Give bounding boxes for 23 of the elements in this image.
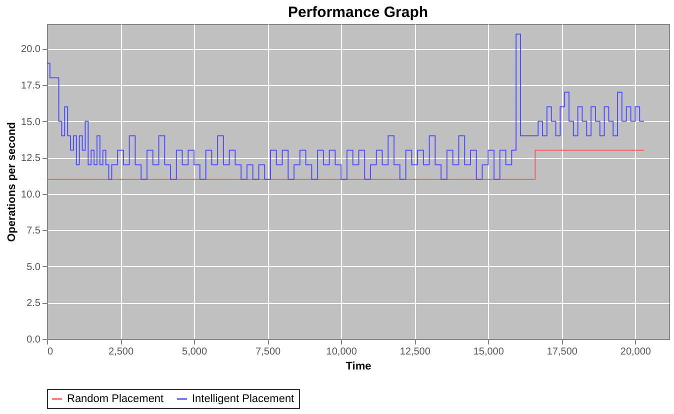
x-axis-title: Time — [346, 360, 372, 372]
y-tick-label: 20.0 — [21, 44, 41, 56]
y-tick-label: 2.5 — [26, 298, 41, 310]
x-tick-label: 12,500 — [400, 346, 431, 358]
chart-title: Performance Graph — [288, 4, 428, 21]
x-tick-label: 5,000 — [182, 346, 208, 358]
x-tick-label: 7,500 — [256, 346, 282, 358]
x-tick-label: 2,500 — [108, 346, 134, 358]
x-tick-label: 10,000 — [326, 346, 358, 358]
y-tick-label: 0.0 — [26, 334, 41, 346]
x-tick-label: 20,000 — [620, 346, 652, 358]
y-tick-label: 15.0 — [21, 116, 41, 128]
legend-label: Intelligent Placement — [192, 393, 294, 405]
y-tick-label: 7.5 — [26, 226, 41, 237]
y-axis-title: Operations per second — [6, 122, 18, 242]
y-tick-label: 5.0 — [26, 262, 41, 273]
y-tick-label: 12.5 — [21, 153, 41, 164]
y-tick-label: 17.5 — [21, 80, 41, 92]
x-tick-label: 15,000 — [473, 346, 504, 358]
x-tick-label: 17,500 — [546, 346, 578, 358]
y-tick-label: 10.0 — [21, 189, 41, 200]
x-tick-label: 0 — [48, 346, 54, 358]
legend-label: Random Placement — [67, 393, 164, 405]
